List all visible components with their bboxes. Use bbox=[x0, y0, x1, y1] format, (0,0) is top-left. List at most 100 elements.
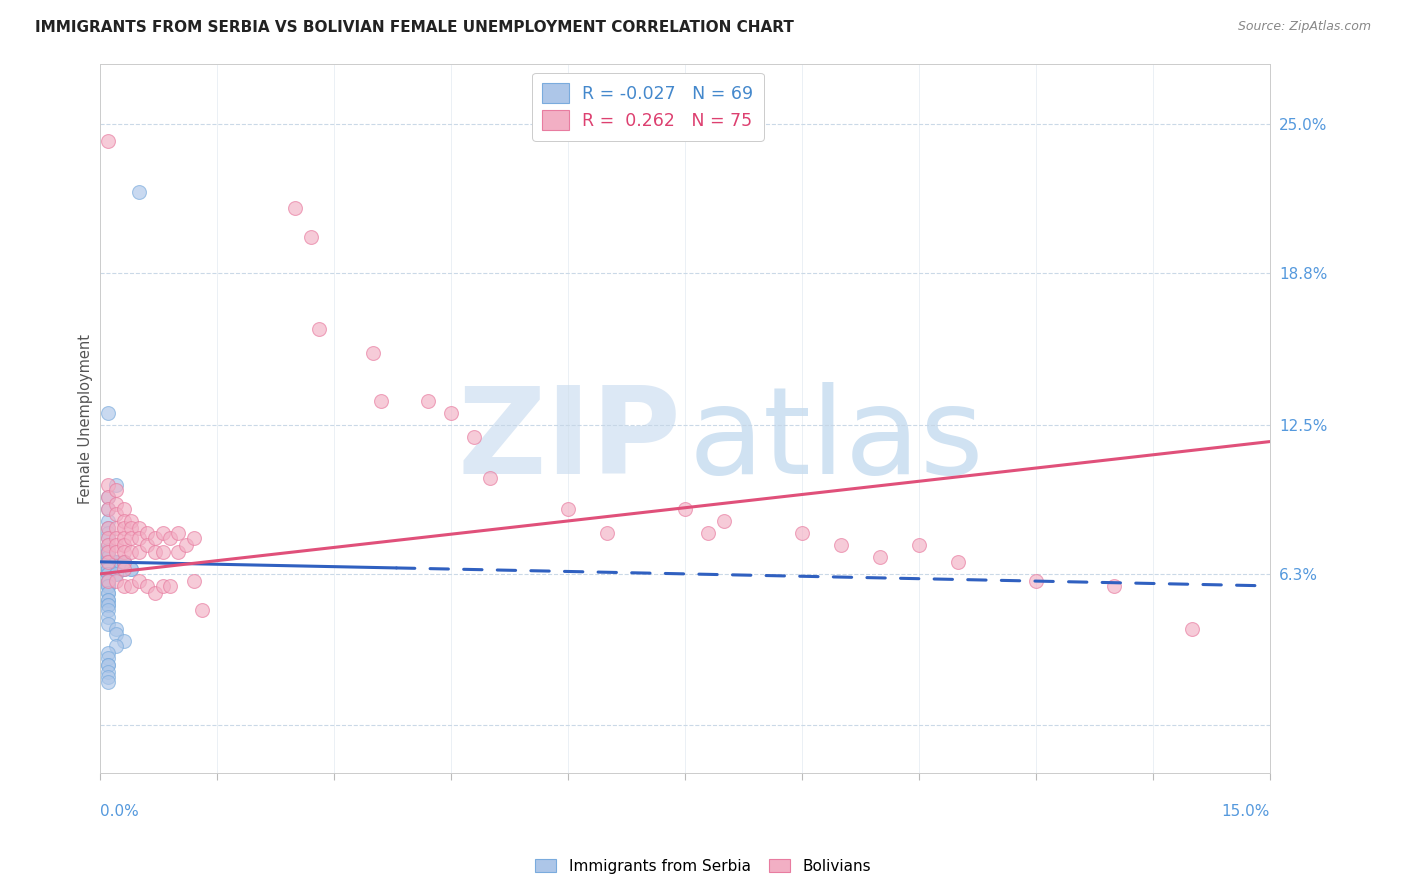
Point bbox=[183, 531, 205, 545]
Point bbox=[159, 531, 181, 545]
Point bbox=[97, 542, 120, 557]
Point bbox=[112, 555, 135, 569]
Point bbox=[673, 502, 696, 516]
Point bbox=[97, 651, 120, 665]
Text: 15.0%: 15.0% bbox=[1222, 804, 1270, 819]
Text: IMMIGRANTS FROM SERBIA VS BOLIVIAN FEMALE UNEMPLOYMENT CORRELATION CHART: IMMIGRANTS FROM SERBIA VS BOLIVIAN FEMAL… bbox=[35, 20, 794, 35]
Point bbox=[112, 502, 135, 516]
Point bbox=[97, 490, 120, 504]
Point bbox=[97, 562, 120, 576]
Point bbox=[97, 562, 120, 576]
Point bbox=[299, 230, 322, 244]
Point bbox=[97, 593, 120, 607]
Point bbox=[97, 134, 120, 148]
Point bbox=[120, 514, 142, 528]
Point bbox=[416, 393, 439, 408]
Point bbox=[97, 538, 120, 552]
Point bbox=[104, 483, 127, 497]
Point bbox=[97, 406, 120, 420]
Point bbox=[112, 521, 135, 535]
Point bbox=[97, 538, 120, 552]
Point bbox=[112, 531, 135, 545]
Point bbox=[97, 562, 120, 576]
Point bbox=[104, 538, 127, 552]
Point bbox=[167, 545, 190, 559]
Text: atlas: atlas bbox=[689, 382, 984, 499]
Point bbox=[869, 549, 891, 564]
Point bbox=[557, 502, 579, 516]
Point bbox=[112, 562, 135, 576]
Point bbox=[104, 555, 127, 569]
Point bbox=[97, 566, 120, 581]
Point bbox=[104, 574, 127, 588]
Point bbox=[112, 562, 135, 576]
Point bbox=[1181, 622, 1204, 636]
Point bbox=[97, 593, 120, 607]
Point bbox=[104, 566, 127, 581]
Point bbox=[120, 545, 142, 559]
Point bbox=[97, 531, 120, 545]
Point bbox=[97, 555, 120, 569]
Point bbox=[112, 555, 135, 569]
Point bbox=[128, 574, 150, 588]
Point bbox=[152, 579, 174, 593]
Point bbox=[104, 622, 127, 636]
Point bbox=[97, 526, 120, 541]
Point bbox=[907, 538, 929, 552]
Y-axis label: Female Unemployment: Female Unemployment bbox=[79, 334, 93, 504]
Point bbox=[830, 538, 852, 552]
Point bbox=[596, 526, 619, 541]
Point bbox=[97, 646, 120, 660]
Point bbox=[104, 507, 127, 521]
Point bbox=[713, 514, 735, 528]
Point bbox=[112, 562, 135, 576]
Point bbox=[152, 545, 174, 559]
Point bbox=[104, 639, 127, 653]
Point bbox=[308, 321, 330, 335]
Point bbox=[97, 562, 120, 576]
Point bbox=[97, 549, 120, 564]
Point bbox=[136, 579, 159, 593]
Point bbox=[97, 598, 120, 612]
Point bbox=[128, 531, 150, 545]
Point bbox=[97, 579, 120, 593]
Point bbox=[104, 627, 127, 641]
Legend: R = -0.027   N = 69, R =  0.262   N = 75: R = -0.027 N = 69, R = 0.262 N = 75 bbox=[531, 73, 763, 141]
Legend: Immigrants from Serbia, Bolivians: Immigrants from Serbia, Bolivians bbox=[529, 853, 877, 880]
Point bbox=[112, 555, 135, 569]
Point bbox=[97, 574, 120, 588]
Point bbox=[97, 665, 120, 680]
Point bbox=[97, 603, 120, 617]
Point bbox=[361, 345, 384, 359]
Point bbox=[97, 574, 120, 588]
Point bbox=[97, 562, 120, 576]
Point bbox=[120, 521, 142, 535]
Text: Source: ZipAtlas.com: Source: ZipAtlas.com bbox=[1237, 20, 1371, 33]
Point bbox=[97, 579, 120, 593]
Point bbox=[112, 514, 135, 528]
Text: 0.0%: 0.0% bbox=[100, 804, 139, 819]
Point bbox=[440, 406, 463, 420]
Point bbox=[120, 579, 142, 593]
Point bbox=[152, 526, 174, 541]
Point bbox=[97, 566, 120, 581]
Point bbox=[97, 586, 120, 600]
Point bbox=[143, 586, 166, 600]
Point bbox=[97, 555, 120, 569]
Point bbox=[159, 579, 181, 593]
Point bbox=[104, 531, 127, 545]
Point bbox=[97, 566, 120, 581]
Point bbox=[128, 521, 150, 535]
Point bbox=[167, 526, 190, 541]
Point bbox=[284, 202, 307, 216]
Point bbox=[120, 531, 142, 545]
Point bbox=[97, 555, 120, 569]
Point bbox=[790, 526, 813, 541]
Point bbox=[112, 538, 135, 552]
Point bbox=[463, 430, 485, 444]
Point bbox=[97, 502, 120, 516]
Point bbox=[104, 478, 127, 492]
Point bbox=[190, 603, 212, 617]
Point bbox=[128, 545, 150, 559]
Point bbox=[97, 502, 120, 516]
